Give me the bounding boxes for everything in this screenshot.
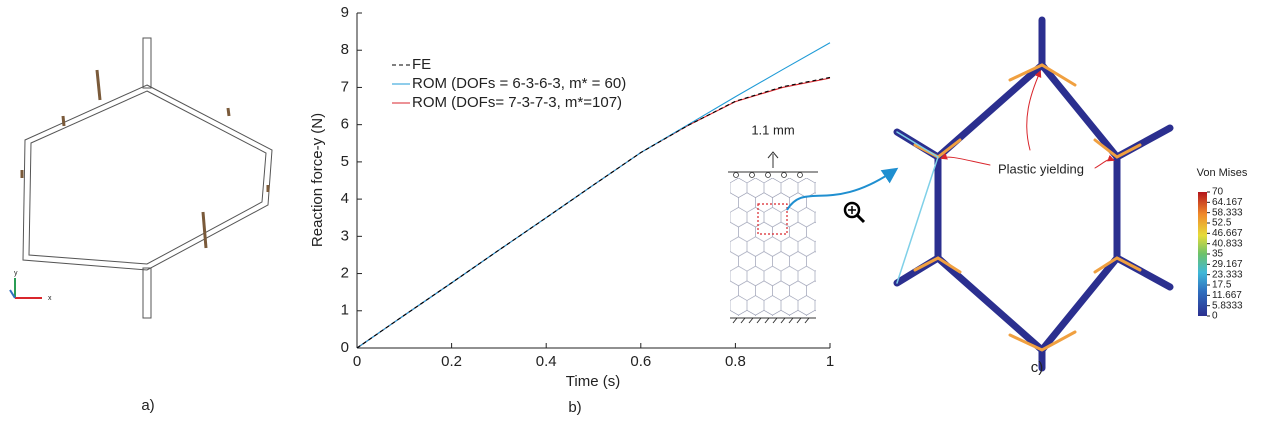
unit-cell [22,38,272,318]
lattice-inset [728,152,895,323]
triad-label: y [14,270,18,277]
colorbar-tick-label: 0 [1212,311,1218,322]
annotation: Plastic yielding [998,161,1084,176]
y-tick-label: 4 [341,190,349,207]
y-tick-label: 9 [341,4,349,21]
y-axis-title: Reaction force-y (N) [309,113,326,247]
panel-label: b) [568,399,581,416]
figure: y x a) 0 1 2 3 4 5 6 7 8 9 0 0.2 0.4 0.6 0.8 1 FE ROM (DO… [0,0,1266,424]
y-tick-label: 6 [341,116,349,133]
legend-label: ROM (DOFs = 6-3-6-3, m* = 60) [412,75,626,92]
axis-triad: y x [10,270,52,302]
triad-label: x [48,295,52,302]
x-tick-label: 0.4 [536,353,557,370]
colorbar-title: Von Mises [1197,167,1248,179]
y-tick-label: 1 [341,302,349,319]
legend-label: FE [412,56,431,73]
y-tick-label: 0 [341,339,349,356]
panel-label: a) [141,397,154,414]
stress-contour [897,20,1170,368]
page: y x a) 0 1 2 3 4 5 6 7 8 9 0 0.2 0.4 0.6 0.8 1 FE ROM (DO… [0,0,1266,424]
x-tick-label: 0 [353,353,361,370]
x-tick-label: 1 [826,353,834,370]
inset-annotation: 1.1 mm [751,122,794,137]
legend-label: ROM (DOFs= 7-3-7-3, m*=107) [412,94,622,111]
zoom-icon [845,203,864,222]
x-tick-label: 0.6 [630,353,651,370]
panel-label: c) [1031,359,1044,376]
y-tick-label: 5 [341,153,349,170]
colorbar [1198,192,1207,316]
x-tick-label: 0.2 [441,353,462,370]
y-tick-label: 2 [341,265,349,282]
y-tick-label: 8 [341,41,349,58]
y-tick-label: 7 [341,78,349,95]
x-tick-label: 0.8 [725,353,746,370]
x-axis-title: Time (s) [566,373,620,390]
y-tick-label: 3 [341,227,349,244]
